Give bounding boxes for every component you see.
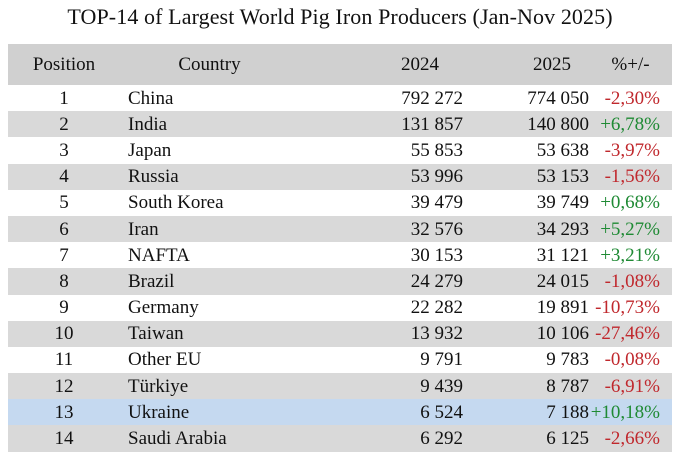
- table-row: 2 India 131 857 140 800 +6,78%: [8, 111, 672, 138]
- cell-2025: 24 015: [463, 268, 589, 295]
- cell-position: 8: [8, 268, 120, 295]
- cell-position: 10: [8, 320, 120, 347]
- header-row: Position Country 2024 2025 %+/-: [8, 44, 672, 85]
- cell-country: Saudi Arabia: [120, 425, 299, 452]
- cell-2025: 53 153: [463, 163, 589, 190]
- cell-2024: 131 857: [299, 111, 463, 138]
- cell-change: +6,78%: [589, 111, 672, 138]
- cell-position: 7: [59, 244, 69, 266]
- cell-2025: 39 749: [536, 192, 589, 214]
- cell-position: 11: [54, 349, 74, 371]
- cell-position: 12: [8, 373, 120, 400]
- cell-change: -10,73%: [595, 297, 660, 319]
- cell-2025: 34 293: [463, 215, 589, 243]
- cell-2025: 8 787: [463, 373, 589, 400]
- table-header: Position Country 2024 2025 %+/-: [8, 44, 672, 85]
- cell-2025: 9 783: [546, 349, 589, 371]
- cell-position: 4: [8, 163, 120, 190]
- cell-change: -0,08%: [604, 349, 660, 371]
- cell-2024: 9 439: [299, 373, 463, 400]
- cell-2024: 6 524: [299, 399, 463, 426]
- cell-2024: 24 279: [299, 268, 463, 295]
- cell-position: 5: [59, 192, 69, 214]
- cell-2024: 6 292: [299, 425, 463, 452]
- table-row: 4 Russia 53 996 53 153 -1,56%: [8, 163, 672, 190]
- cell-country: Japan: [128, 139, 172, 161]
- cell-2025: 31 121: [536, 244, 589, 266]
- table-title: TOP-14 of Largest World Pig Iron Produce…: [67, 4, 613, 29]
- cell-2025: 7 188: [463, 399, 589, 426]
- cell-change: -1,56%: [589, 163, 672, 190]
- cell-2025: 6 125: [463, 425, 589, 452]
- cell-change: +3,21%: [600, 244, 660, 266]
- cell-change: +10,18%: [589, 399, 672, 426]
- cell-2025: 19 891: [536, 297, 589, 319]
- cell-position: 2: [8, 111, 120, 138]
- table-row: 8 Brazil 24 279 24 015 -1,08%: [8, 268, 672, 295]
- cell-country: NAFTA: [128, 244, 190, 266]
- cell-country: Türkiye: [120, 373, 299, 400]
- table-row: 5 South Korea 39 479 39 749 +0,68%: [8, 190, 672, 216]
- cell-country: Iran: [120, 215, 299, 243]
- cell-change: -6,91%: [589, 373, 672, 400]
- cell-change: -27,46%: [589, 320, 672, 347]
- cell-change: +0,68%: [600, 192, 660, 214]
- cell-country: South Korea: [128, 192, 224, 214]
- cell-country: Germany: [128, 297, 199, 319]
- cell-country: Taiwan: [120, 320, 299, 347]
- cell-2024: 9 791: [420, 349, 463, 371]
- cell-country: Brazil: [120, 268, 299, 295]
- cell-2025: 10 106: [463, 320, 589, 347]
- header-2024: 2024: [299, 44, 463, 85]
- header-position: Position: [8, 44, 120, 85]
- cell-2025: 774 050: [527, 87, 589, 109]
- cell-2024: 53 996: [299, 163, 463, 190]
- table-row: 9 Germany 22 282 19 891 -10,73%: [8, 295, 672, 321]
- cell-2024: 32 576: [299, 215, 463, 243]
- cell-2024: 55 853: [410, 139, 463, 161]
- cell-country: China: [128, 87, 174, 109]
- table-row: 10 Taiwan 13 932 10 106 -27,46%: [8, 320, 672, 347]
- cell-2024: 39 479: [410, 192, 463, 214]
- cell-2024: 30 153: [410, 244, 463, 266]
- cell-position: 14: [8, 425, 120, 452]
- cell-country: Russia: [120, 163, 299, 190]
- table-row: 12 Türkiye 9 439 8 787 -6,91%: [8, 373, 672, 400]
- table-row-ukraine-highlight: 13 Ukraine 6 524 7 188 +10,18%: [8, 399, 672, 426]
- table-row: 6 Iran 32 576 34 293 +5,27%: [8, 215, 672, 243]
- table-body: 1 China 792 272 774 050 -2,30% 2 India 1…: [8, 85, 672, 452]
- cell-change: -2,66%: [589, 425, 672, 452]
- cell-position: 13: [8, 399, 120, 426]
- cell-change: -2,30%: [604, 87, 660, 109]
- cell-change: -1,08%: [589, 268, 672, 295]
- table-row: 3 Japan 55 853 53 638 -3,97%: [8, 137, 672, 163]
- cell-2024: 792 272: [401, 87, 463, 109]
- header-change: %+/-: [589, 44, 672, 85]
- table-row: 11 Other EU 9 791 9 783 -0,08%: [8, 347, 672, 373]
- cell-position: 3: [59, 139, 69, 161]
- cell-2025: 53 638: [536, 139, 589, 161]
- cell-position: 1: [59, 87, 69, 109]
- cell-country: Other EU: [128, 349, 202, 371]
- table-row: 1 China 792 272 774 050 -2,30%: [8, 85, 672, 111]
- header-country: Country: [120, 44, 299, 85]
- cell-position: 6: [8, 215, 120, 243]
- cell-2024: 13 932: [299, 320, 463, 347]
- cell-country: India: [120, 111, 299, 138]
- cell-change: -3,97%: [604, 139, 660, 161]
- table-row: 7 NAFTA 30 153 31 121 +3,21%: [8, 242, 672, 268]
- producers-table: Position Country 2024 2025 %+/- 1 China …: [8, 44, 672, 452]
- cell-position: 9: [59, 297, 69, 319]
- cell-change: +5,27%: [589, 215, 672, 243]
- header-2025: 2025: [463, 44, 589, 85]
- cell-2024: 22 282: [410, 297, 463, 319]
- table-row: 14 Saudi Arabia 6 292 6 125 -2,66%: [8, 425, 672, 452]
- cell-country: Ukraine: [120, 399, 299, 426]
- cell-2025: 140 800: [463, 111, 589, 138]
